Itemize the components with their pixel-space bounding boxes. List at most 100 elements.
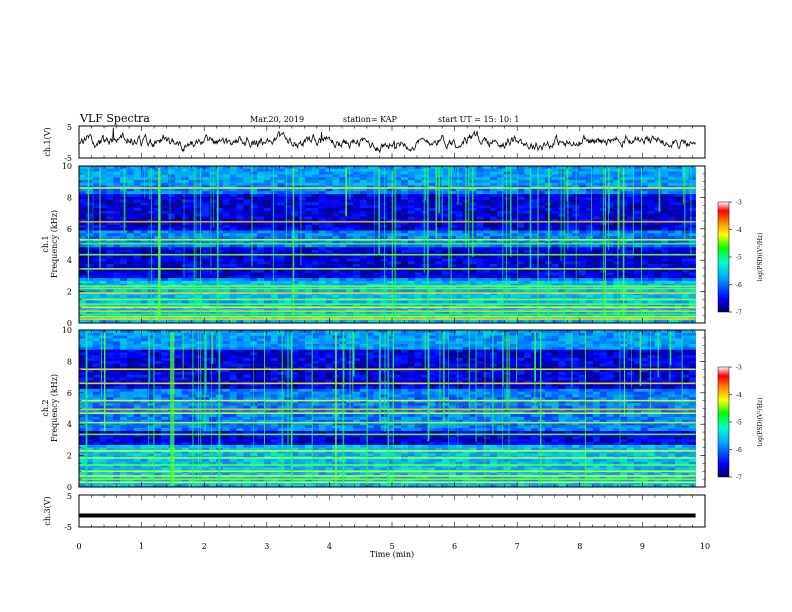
spectrogram-cell [585, 180, 594, 184]
spectrogram-cell [229, 294, 237, 299]
spectrogram-cell [305, 261, 313, 265]
spectrogram-cell [592, 180, 600, 184]
spectrogram-cell [585, 280, 594, 285]
spectrogram-cell [613, 205, 621, 209]
spectrogram-cell [339, 177, 347, 181]
spectrogram-cell [277, 272, 285, 276]
spectrogram-cell [510, 208, 518, 212]
spectrogram-cell [558, 247, 566, 251]
spectrogram-cell [168, 171, 176, 175]
spectrogram-cell [366, 275, 374, 279]
spectrogram-cell [455, 205, 463, 209]
spectrogram-cell [627, 194, 635, 198]
spectrogram-cell [174, 182, 183, 186]
spectrogram-cell [647, 168, 655, 172]
spectrogram-cell [688, 236, 696, 240]
spectrogram-cell [538, 227, 546, 231]
spectrogram-cell [524, 171, 532, 175]
spectrogram-cell [531, 171, 539, 175]
spectrogram-cell [209, 300, 217, 304]
spectrogram-cell [647, 191, 655, 195]
spectrogram-cell [284, 213, 292, 217]
spectrogram-cell [263, 280, 272, 285]
spectrogram-cell [188, 210, 196, 214]
spectrogram-cell [305, 280, 313, 285]
spectrogram-cell [257, 278, 265, 282]
spectrogram-cell [120, 166, 128, 170]
spectrogram-cell [305, 236, 313, 240]
spectrogram-cell [503, 171, 511, 175]
spectrogram-cell [531, 199, 539, 203]
spectrogram-cell [209, 247, 217, 251]
spectrogram-cell [79, 227, 87, 231]
spectrogram-cell [270, 280, 278, 285]
spectrogram-cell [133, 168, 141, 172]
spectrogram-cell [92, 258, 100, 262]
spectrogram-cell [168, 210, 176, 214]
spectrogram-cell [85, 261, 93, 265]
spectrogram-cell [490, 196, 498, 200]
spectrogram-cell [681, 264, 690, 268]
spectrogram-cell [120, 180, 128, 184]
spectrogram-cell [263, 300, 272, 304]
spectrogram-cell [448, 196, 457, 200]
spectrogram-cell [681, 280, 690, 285]
spectrogram-cell [154, 236, 162, 240]
spectrogram-cell [647, 244, 655, 248]
spectrogram-cell [216, 289, 224, 293]
spectrogram-cell [174, 180, 183, 184]
spectrogram-cell [551, 188, 559, 192]
spectrogram-cell [668, 300, 676, 304]
spectrogram-cell [640, 300, 648, 304]
spectrogram-cell [99, 166, 107, 170]
spectrogram-cell [373, 255, 381, 259]
spectrogram-cell [517, 180, 525, 184]
spectrogram-cell [633, 233, 642, 237]
spectrogram-cell [181, 278, 189, 282]
spectrogram-cell [538, 294, 546, 299]
spectrogram-cell [668, 219, 676, 223]
spectrogram-cell [380, 244, 388, 248]
spectrogram-cell [640, 250, 648, 254]
spectrogram-cell [380, 250, 388, 254]
spectrogram-cell [476, 210, 484, 214]
spectrogram-cell [236, 180, 244, 184]
spectrogram-cell [531, 247, 539, 251]
spectrogram-cell [147, 196, 155, 200]
spectrogram-cell [147, 191, 155, 195]
spectrogram-cell [339, 244, 347, 248]
spectrogram-cell [291, 250, 299, 254]
spectrogram-cell [120, 188, 128, 192]
spectrogram-cell [195, 283, 203, 287]
spectrogram-cell [305, 289, 313, 293]
spectrogram-cell [633, 247, 642, 251]
spectrogram-cell [270, 255, 278, 259]
spectrogram-cell [448, 202, 457, 206]
spectrogram-cell [579, 280, 587, 285]
spectrogram-cell [414, 222, 422, 226]
spectrogram-cell [339, 210, 347, 214]
spectrogram-cell [435, 166, 443, 170]
spectrogram-cell [168, 191, 176, 195]
spectrogram-cell [318, 258, 326, 262]
spectrogram-cell [490, 230, 498, 234]
spectrogram-cell [113, 255, 121, 259]
spectrogram-cell [284, 216, 292, 220]
spectrogram-cell [325, 171, 333, 175]
spectrogram-cell [161, 199, 169, 203]
spectrogram-cell [202, 278, 210, 282]
spectrogram-cell [133, 244, 141, 248]
spectrogram-cell [380, 174, 388, 178]
spectrogram-cell [613, 250, 621, 254]
spectrogram-cell [675, 196, 683, 200]
spectrogram-cell [668, 247, 676, 251]
spectrogram-cell [339, 205, 347, 209]
spectrogram-cell [524, 278, 532, 282]
spectrogram-cell [675, 166, 683, 170]
spectrogram-cell [332, 244, 340, 248]
spectrogram-cell [168, 261, 176, 265]
spectrogram-cell [565, 171, 573, 175]
spectrogram-cell [305, 166, 313, 170]
spectrogram-cell [633, 236, 642, 240]
spectrogram-cell [188, 230, 196, 234]
